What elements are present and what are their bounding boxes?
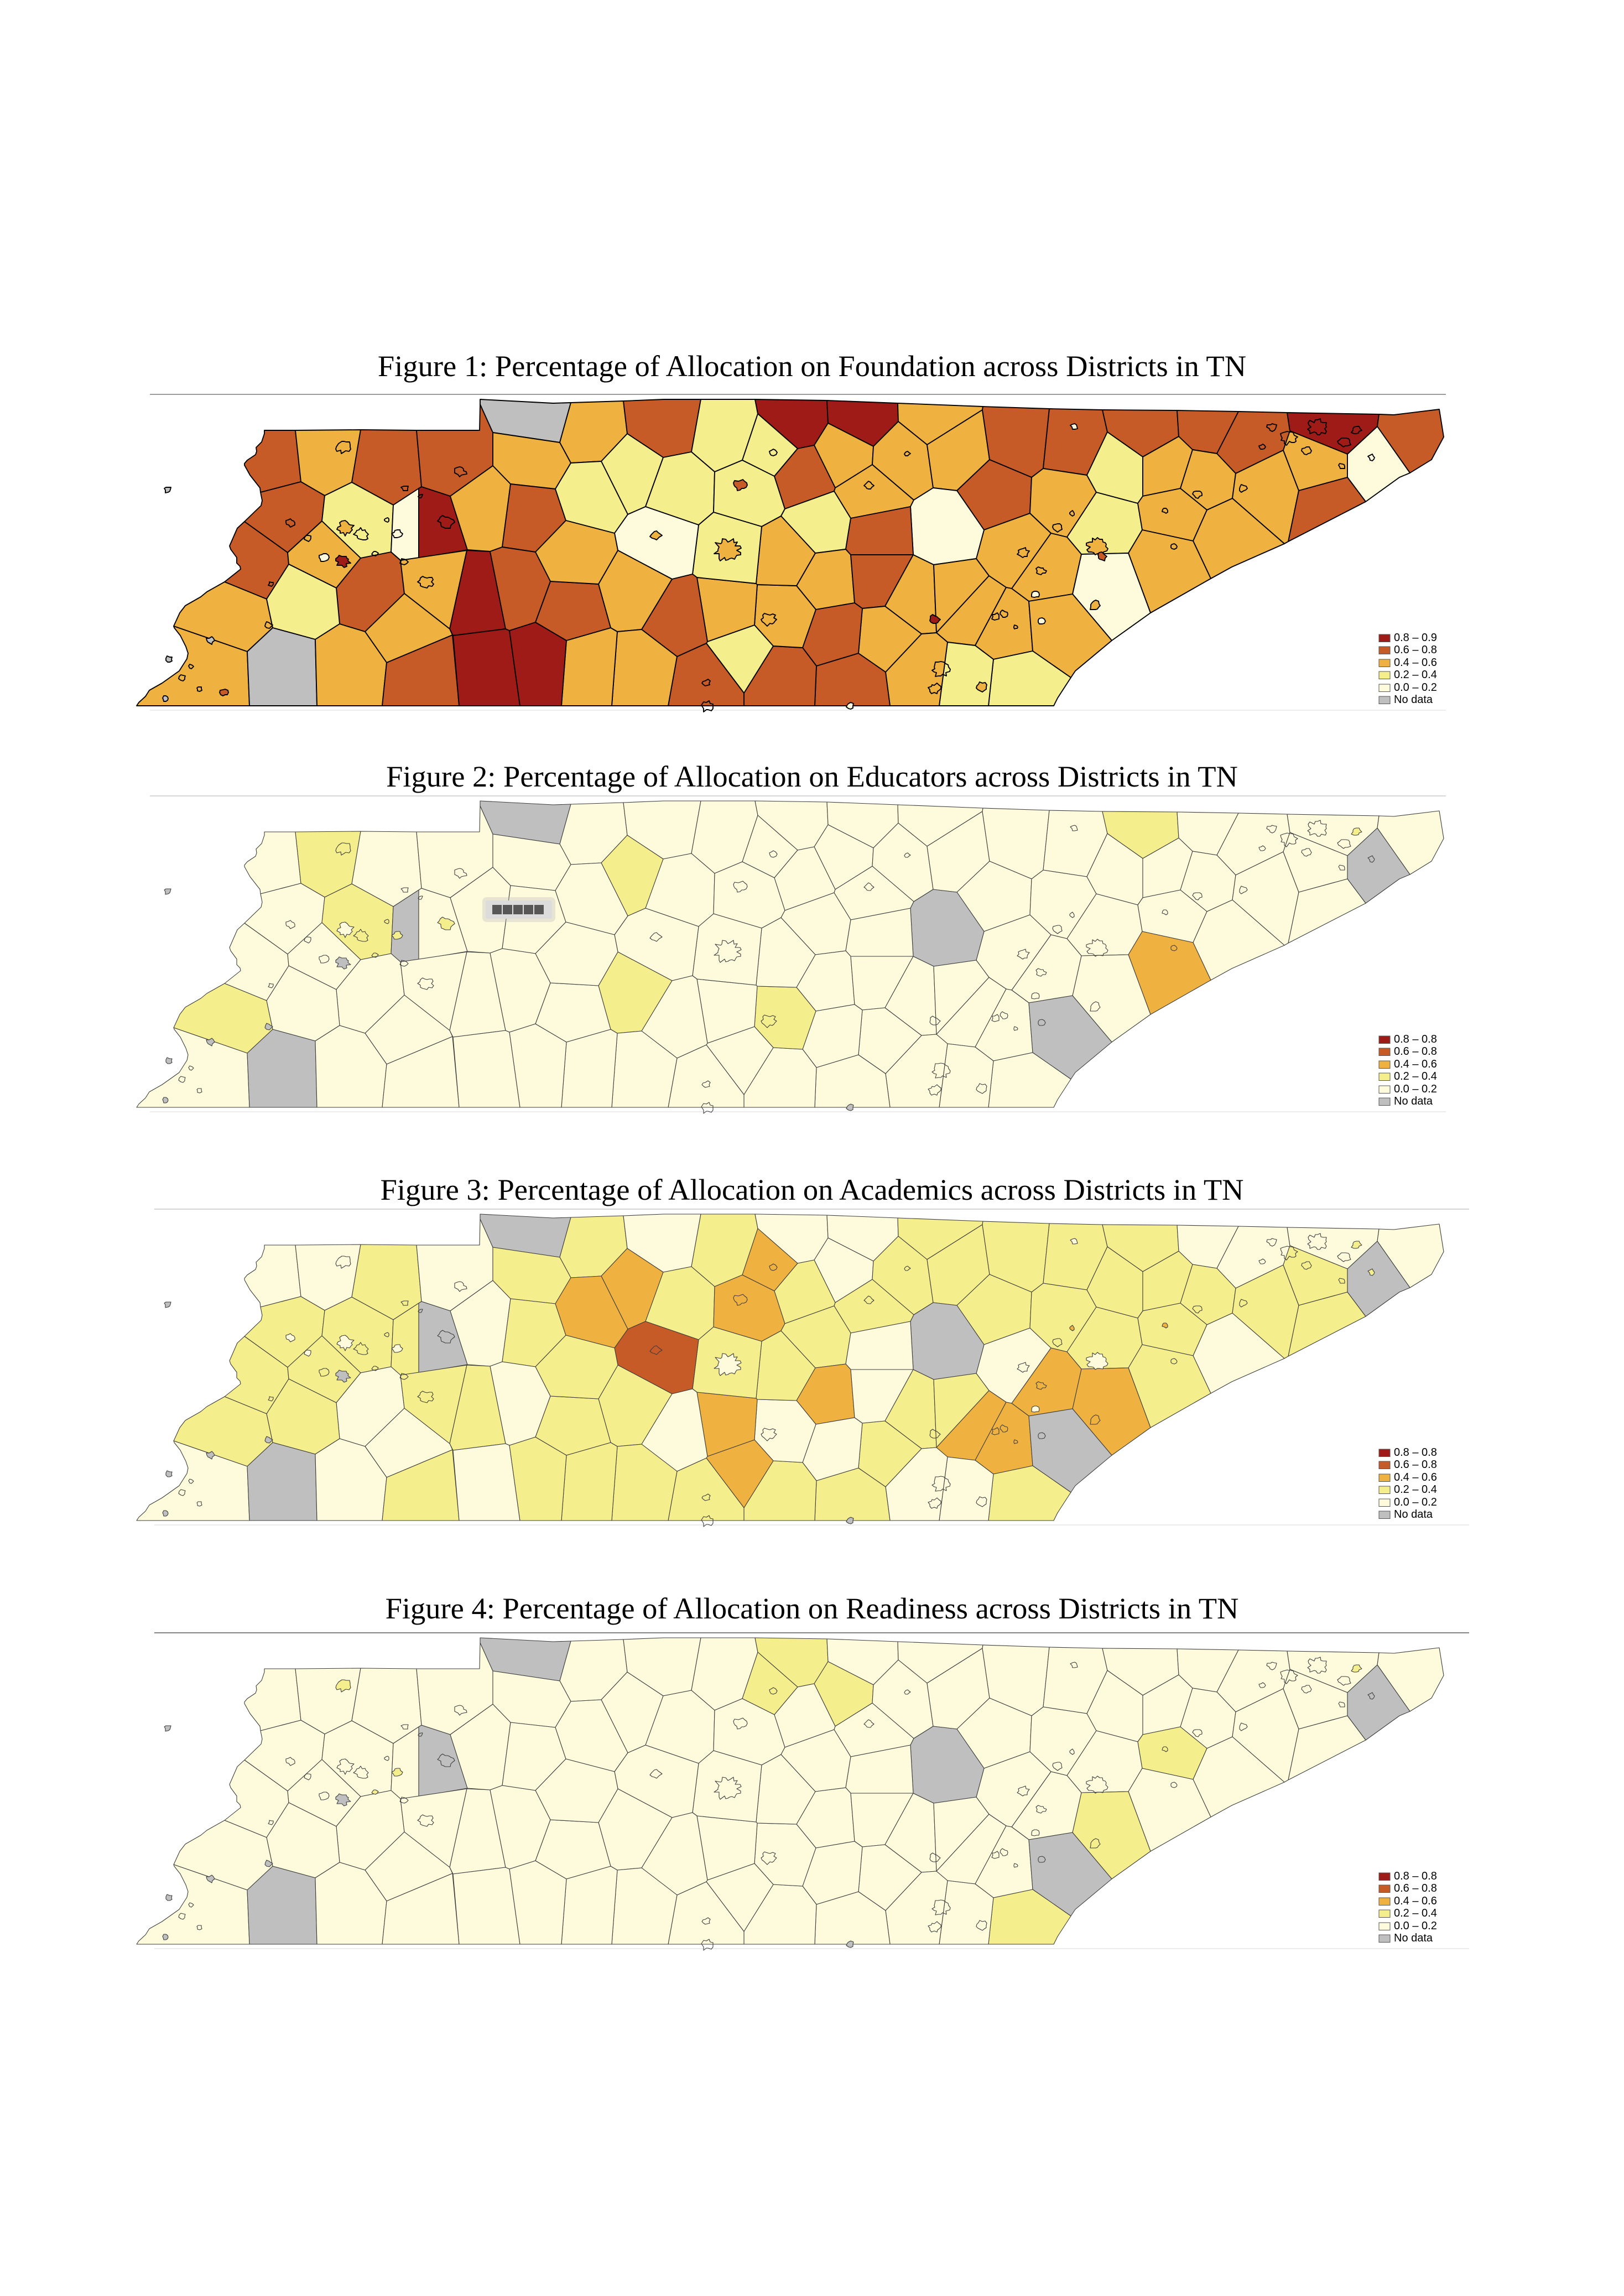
svg-text:0.0 – 0.2: 0.0 – 0.2 [1394,1920,1437,1932]
svg-text:0.0 – 0.2: 0.0 – 0.2 [1394,1083,1437,1095]
svg-text:0.4 – 0.6: 0.4 – 0.6 [1394,1471,1437,1483]
svg-text:0.8 – 0.8: 0.8 – 0.8 [1394,1033,1437,1045]
svg-text:0.0 – 0.2: 0.0 – 0.2 [1394,681,1437,694]
svg-text:0.4 – 0.6: 0.4 – 0.6 [1394,1895,1437,1907]
svg-text:0.4 – 0.6: 0.4 – 0.6 [1394,1058,1437,1070]
svg-text:0.2 – 0.4: 0.2 – 0.4 [1394,1907,1437,1919]
svg-text:0.8 – 0.8: 0.8 – 0.8 [1394,1870,1437,1882]
svg-text:0.2 – 0.4: 0.2 – 0.4 [1394,1070,1437,1082]
svg-text:0.6 – 0.8: 0.6 – 0.8 [1394,1045,1437,1058]
svg-text:0.4 – 0.6: 0.4 – 0.6 [1394,657,1437,669]
svg-text:0.0 – 0.2: 0.0 – 0.2 [1394,1496,1437,1508]
svg-text:0.6 – 0.8: 0.6 – 0.8 [1394,644,1437,656]
svg-text:No data: No data [1394,1932,1433,1944]
svg-text:No data: No data [1394,1508,1433,1521]
svg-text:0.6 – 0.8: 0.6 – 0.8 [1394,1459,1437,1471]
svg-text:0.2 – 0.4: 0.2 – 0.4 [1394,669,1437,681]
svg-text:0.8 – 0.8: 0.8 – 0.8 [1394,1446,1437,1459]
svg-text:No data: No data [1394,1095,1433,1107]
svg-text:0.6 – 0.8: 0.6 – 0.8 [1394,1882,1437,1894]
svg-text:No data: No data [1394,694,1433,706]
svg-text:0.8 – 0.9: 0.8 – 0.9 [1394,632,1437,644]
svg-text:0.2 – 0.4: 0.2 – 0.4 [1394,1483,1437,1496]
